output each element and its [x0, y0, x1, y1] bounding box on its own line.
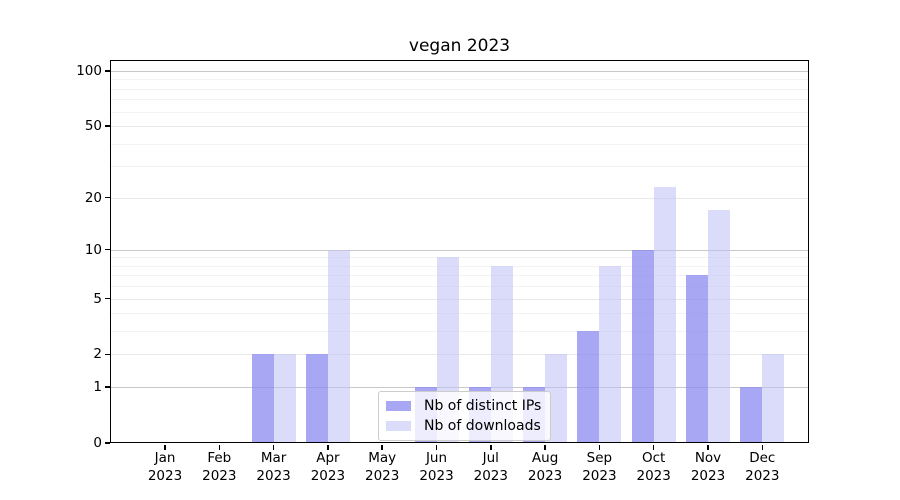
legend: Nb of distinct IPs Nb of downloads [378, 391, 552, 441]
bar-downloads-oct-2023 [653, 186, 676, 443]
grid-line-5 [110, 298, 809, 300]
x-tick-aug-2023 [544, 444, 546, 450]
y-tick-10 [105, 248, 110, 251]
y-tick-label-20: 20 [84, 189, 102, 206]
x-tick-sep-2023 [598, 444, 601, 450]
y-tick-50 [105, 125, 110, 127]
grid-line-minor-40 [110, 143, 809, 145]
grid-line-2 [110, 354, 809, 356]
bar-distinct-ips-dec-2023 [740, 387, 763, 443]
y-tick-label-1: 1 [93, 379, 102, 396]
legend-entry-distinct-ips: Nb of distinct IPs [386, 396, 541, 416]
y-tick-label-2: 2 [93, 346, 102, 363]
grid-line-10 [110, 249, 809, 251]
legend-swatch-distinct-ips [386, 400, 411, 412]
grid-line-minor-8 [110, 265, 809, 267]
y-tick-20 [105, 196, 110, 199]
x-tick-label-aug-2023: Aug 2023 [527, 450, 563, 484]
bar-downloads-mar-2023 [273, 354, 296, 443]
grid-line-minor-3 [110, 331, 809, 333]
x-tick-label-jul-2023: Jul 2023 [473, 450, 508, 484]
x-tick-label-may-2023: May 2023 [365, 450, 400, 484]
y-tick-2 [105, 353, 110, 356]
grid-line-minor-80 [110, 88, 809, 90]
y-tick-label-10: 10 [84, 241, 102, 258]
x-tick-label-jan-2023: Jan 2023 [147, 450, 183, 484]
x-tick-oct-2023 [652, 444, 655, 450]
y-tick-label-100: 100 [76, 63, 102, 79]
x-tick-label-jun-2023: Jun 2023 [419, 450, 454, 484]
x-tick-nov-2023 [707, 444, 709, 450]
grid-line-minor-6 [110, 286, 809, 288]
legend-swatch-downloads [386, 420, 411, 432]
chart-title: vegan 2023 [408, 36, 511, 56]
x-tick-jul-2023 [490, 444, 492, 450]
grid-line-100 [110, 71, 809, 72]
y-tick-label-0: 0 [93, 435, 102, 451]
grid-line-minor-60 [110, 111, 809, 113]
bar-distinct-ips-apr-2023 [305, 354, 328, 443]
grid-line-minor-4 [110, 313, 809, 315]
bar-downloads-nov-2023 [708, 210, 730, 443]
x-tick-may-2023 [381, 444, 383, 450]
grid-line-50 [110, 126, 809, 128]
y-tick-1 [105, 386, 110, 388]
grid-layer [110, 60, 809, 443]
y-tick-label-50: 50 [84, 118, 102, 135]
grid-line-minor-30 [110, 166, 809, 168]
bars-layer [110, 60, 809, 443]
grid-line-minor-9 [110, 257, 809, 259]
y-tick-label-5: 5 [93, 290, 102, 307]
grid-line-minor-70 [110, 99, 809, 101]
plot-area: Nb of distinct IPs Nb of downloads [110, 60, 809, 443]
x-tick-jun-2023 [435, 444, 438, 450]
x-tick-mar-2023 [272, 444, 275, 450]
x-tick-apr-2023 [327, 444, 329, 450]
legend-label-distinct-ips: Nb of distinct IPs [424, 398, 542, 414]
grid-line-minor-90 [110, 79, 809, 81]
y-tick-0 [105, 442, 110, 444]
x-tick-label-oct-2023: Oct 2023 [636, 450, 671, 484]
bar-downloads-dec-2023 [762, 354, 785, 443]
bar-distinct-ips-oct-2023 [631, 249, 654, 443]
legend-label-downloads: Nb of downloads [424, 418, 541, 434]
x-tick-dec-2023 [761, 444, 764, 450]
x-tick-jan-2023 [164, 444, 166, 450]
x-tick-label-nov-2023: Nov 2023 [690, 450, 726, 484]
y-tick-100 [105, 70, 110, 72]
x-tick-label-mar-2023: Mar 2023 [256, 450, 291, 484]
grid-line-1 [110, 387, 809, 389]
legend-entry-downloads: Nb of downloads [386, 416, 541, 436]
y-tick-5 [105, 297, 110, 300]
bar-distinct-ips-sep-2023 [577, 331, 600, 443]
x-tick-feb-2023 [218, 444, 221, 450]
x-tick-label-dec-2023: Dec 2023 [745, 450, 780, 484]
grid-line-minor-7 [110, 275, 809, 277]
x-tick-label-apr-2023: Apr 2023 [310, 450, 346, 484]
bar-downloads-sep-2023 [599, 265, 622, 443]
bar-distinct-ips-nov-2023 [686, 275, 708, 443]
x-tick-label-sep-2023: Sep 2023 [582, 450, 617, 484]
x-tick-label-feb-2023: Feb 2023 [202, 450, 237, 484]
bar-downloads-apr-2023 [327, 249, 350, 443]
bar-distinct-ips-mar-2023 [251, 354, 274, 443]
grid-line-20 [110, 197, 809, 199]
